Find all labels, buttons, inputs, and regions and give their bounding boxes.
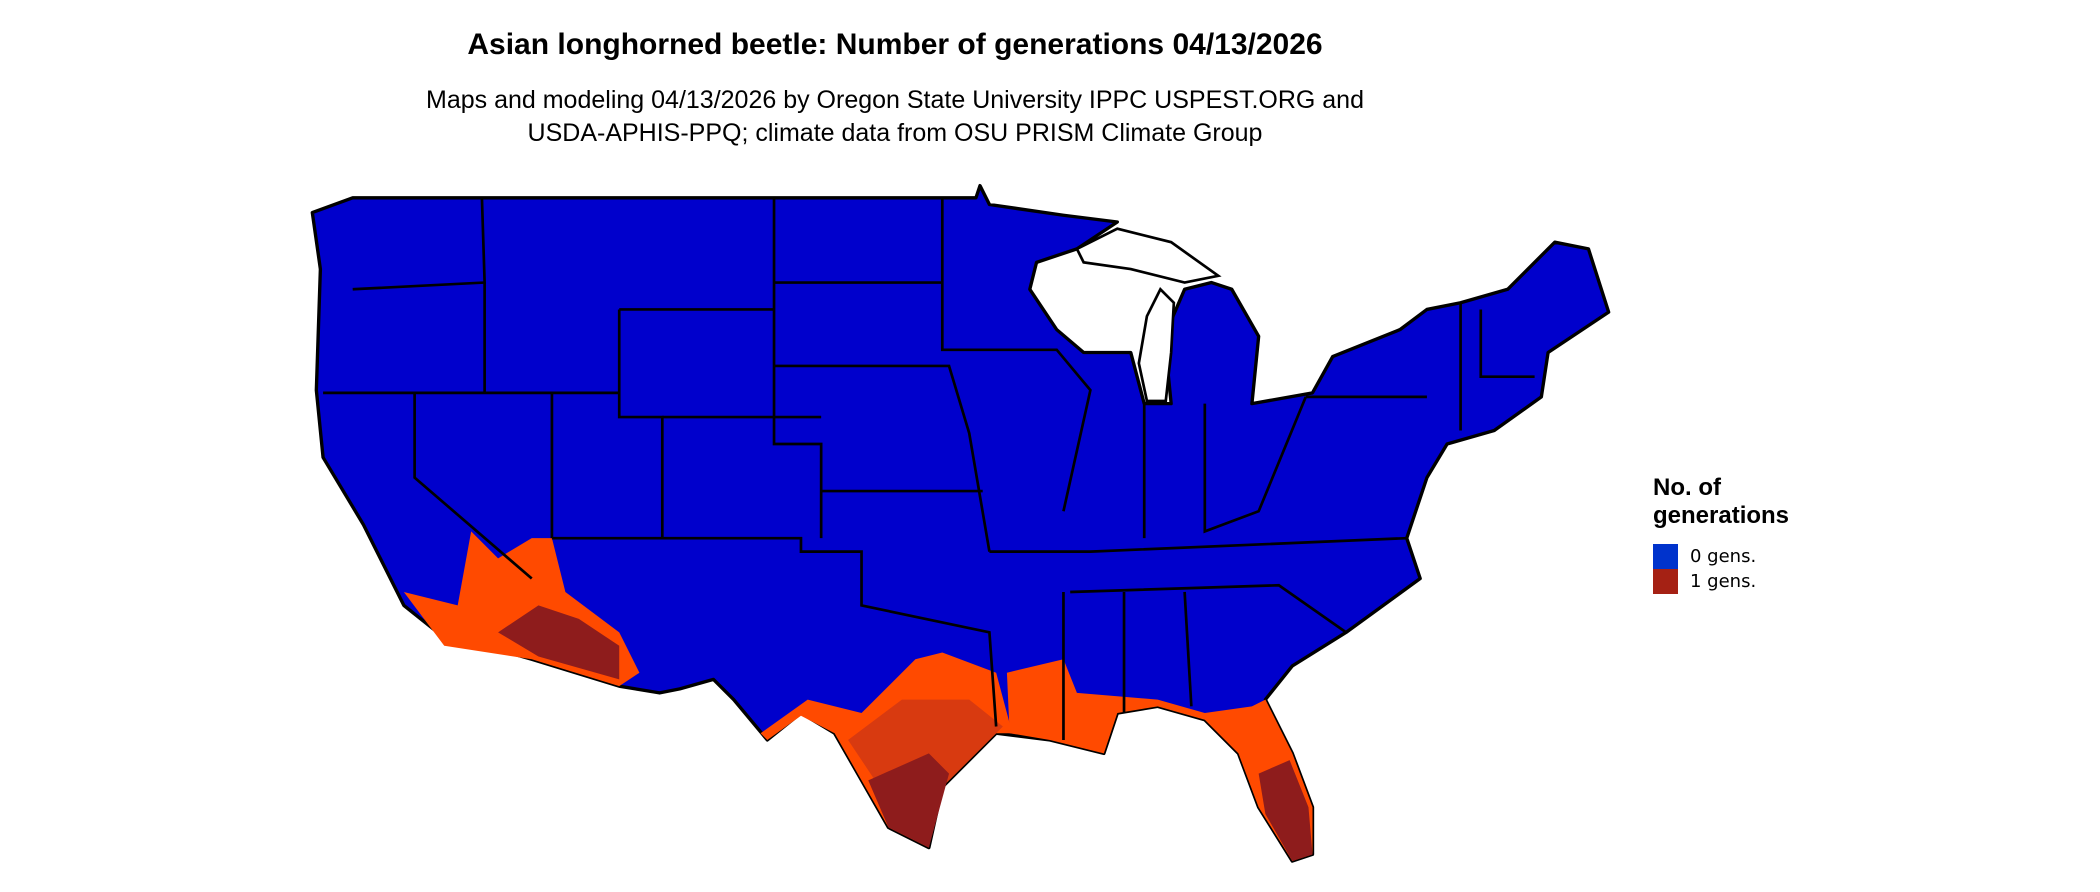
subtitle-line-2: USDA-APHIS-PPQ; climate data from OSU PR… — [527, 119, 1263, 147]
legend-swatch-red — [1653, 569, 1678, 594]
legend: No. of generations 0 gens. 1 gens. — [1653, 474, 1853, 594]
legend-item-0-gens: 0 gens. — [1653, 544, 1853, 569]
map-subtitle: Maps and modeling 04/13/2026 by Oregon S… — [0, 84, 1790, 150]
legend-item-1-gens: 1 gens. — [1653, 569, 1853, 594]
lake-michigan — [1137, 286, 1176, 403]
heat-region-texas-core — [868, 753, 950, 848]
legend-label: 0 gens. — [1690, 546, 1757, 567]
legend-label: 1 gens. — [1690, 571, 1757, 592]
heat-region-southwest-core — [498, 605, 620, 680]
generation-heat-regions — [403, 531, 1313, 862]
heat-region-florida-core — [1258, 760, 1313, 862]
legend-title: No. of generations — [1653, 474, 1790, 529]
state-borders — [323, 197, 1535, 740]
lake-superior — [1075, 227, 1222, 284]
heat-region-gulf — [1006, 659, 1313, 862]
legend-swatch-blue — [1653, 544, 1678, 569]
subtitle-line-1: Maps and modeling 04/13/2026 by Oregon S… — [426, 86, 1364, 114]
map-title: Asian longhorned beetle: Number of gener… — [467, 28, 1323, 61]
conus-landmass — [310, 183, 1611, 863]
